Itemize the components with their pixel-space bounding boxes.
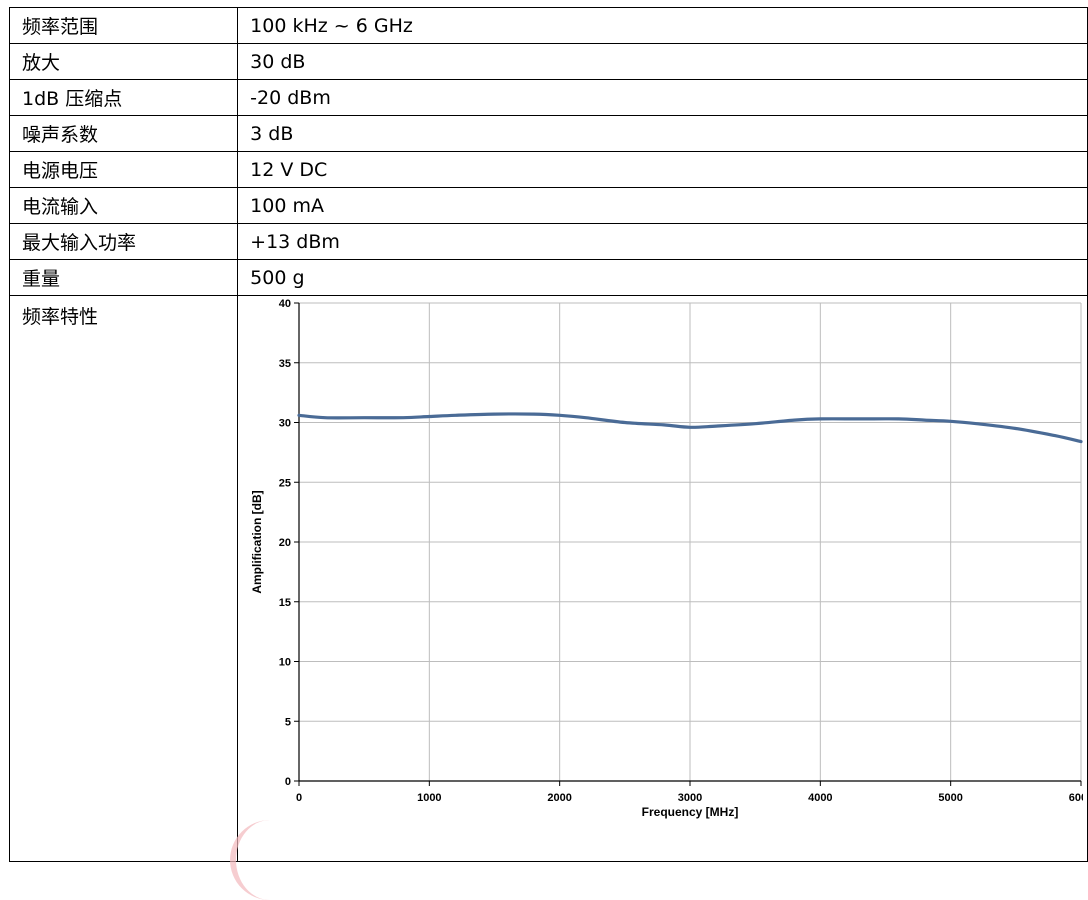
spec-value: 12 V DC (237, 151, 1088, 188)
spec-value: +13 dBm (237, 223, 1088, 260)
spec-label: 最大输入功率 (8, 223, 239, 260)
x-tick-label: 4000 (808, 792, 832, 804)
x-tick-label: 0 (296, 792, 302, 804)
x-tick-label: 3000 (678, 792, 702, 804)
y-tick-label: 35 (279, 358, 291, 370)
spec-row: 放大 30 dB (8, 43, 1088, 80)
y-tick-label: 15 (279, 597, 291, 609)
y-tick-label: 10 (279, 657, 291, 669)
y-axis-label: Amplification [dB] (250, 490, 264, 593)
spec-value: -20 dBm (237, 79, 1088, 116)
spec-value: 100 kHz ~ 6 GHz (237, 7, 1088, 44)
spec-label: 放大 (8, 43, 239, 80)
spec-label: 电流输入 (8, 187, 239, 224)
spec-row: 电流输入 100 mA (8, 187, 1088, 224)
spec-row: 电源电压 12 V DC (8, 151, 1088, 188)
spec-row: 最大输入功率 +13 dBm (8, 223, 1088, 260)
spec-label: 1dB 压缩点 (8, 79, 239, 116)
amplification-series-line (297, 412, 1083, 444)
y-tick-label: 20 (279, 537, 291, 549)
spec-label: 频率范围 (8, 7, 239, 44)
spec-label: 重量 (8, 259, 239, 296)
spec-label: 电源电压 (8, 151, 239, 188)
chart-cell: 0 5 10 15 20 25 30 35 40 0 1000 2000 3000 4000 5000 600… (237, 295, 1088, 862)
spec-value: 3 dB (237, 115, 1088, 152)
spec-row: 1dB 压缩点 -20 dBm (8, 79, 1088, 116)
frequency-response-chart: 0 5 10 15 20 25 30 35 40 0 1000 2000 3000 4000 5000 600… (250, 298, 1083, 819)
x-tick-label: 2000 (548, 792, 572, 804)
spec-value: 30 dB (237, 43, 1088, 80)
y-tick-label: 25 (279, 477, 291, 489)
spec-row: 频率范围 100 kHz ~ 6 GHz (8, 7, 1088, 44)
spec-value: 100 mA (237, 187, 1088, 224)
x-axis-label: Frequency [MHz] (642, 805, 739, 819)
y-tick-label: 0 (285, 776, 291, 788)
y-tick-label: 5 (285, 716, 291, 728)
spec-table: 频率范围 100 kHz ~ 6 GHz 放大 30 dB 1dB 压缩点 -20 dBm… (8, 7, 1088, 862)
spec-value: 500 g (237, 259, 1088, 296)
x-tick-label: 6000 (1069, 792, 1083, 804)
y-tick-label: 40 (279, 298, 291, 310)
chart-row-label: 频率特性 (8, 295, 239, 862)
spec-row: 重量 500 g (8, 259, 1088, 296)
x-tick-label: 1000 (417, 792, 441, 804)
y-tick-label: 30 (279, 418, 291, 430)
spec-label: 噪声系数 (8, 115, 239, 152)
spec-row: 噪声系数 3 dB (8, 115, 1088, 152)
x-tick-label: 5000 (939, 792, 963, 804)
chart-row: 频率特性 0 5 10 15 20 25 30 35 40 0 1000 2000 3000 4000 500… (8, 295, 1088, 862)
watermark-logo (230, 820, 296, 900)
